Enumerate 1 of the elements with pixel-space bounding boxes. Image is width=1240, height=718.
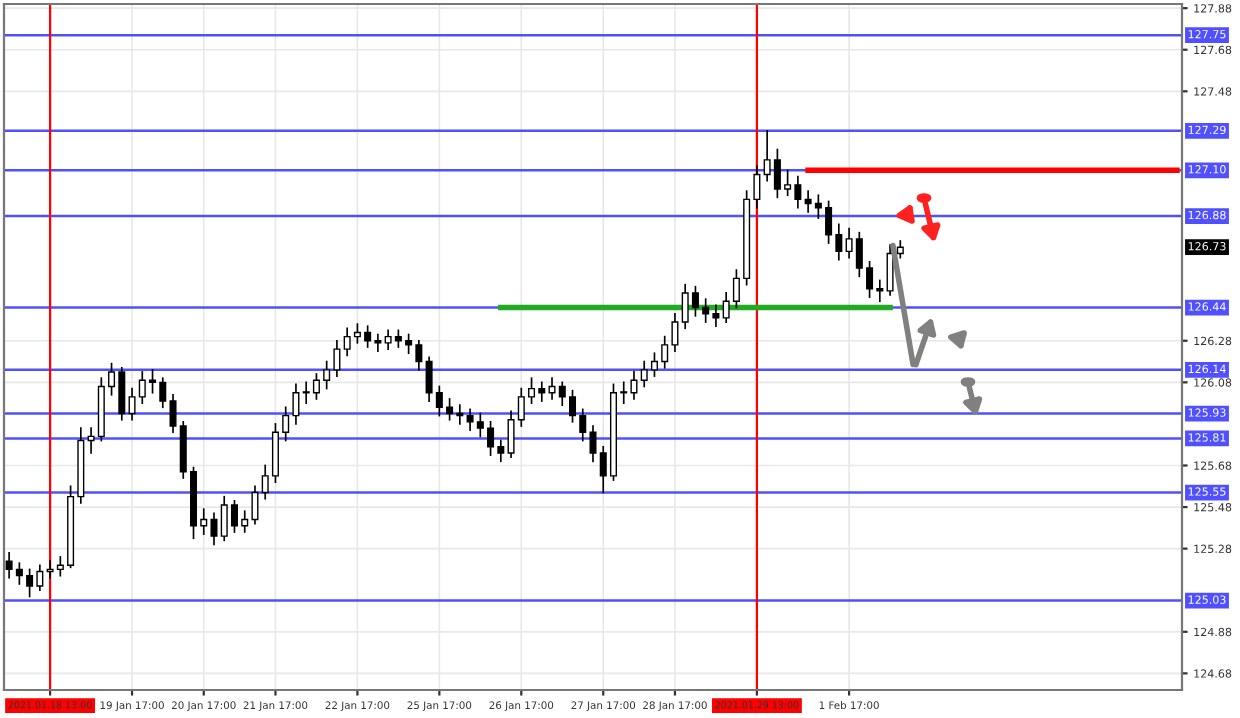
candlestick — [886, 244, 894, 296]
